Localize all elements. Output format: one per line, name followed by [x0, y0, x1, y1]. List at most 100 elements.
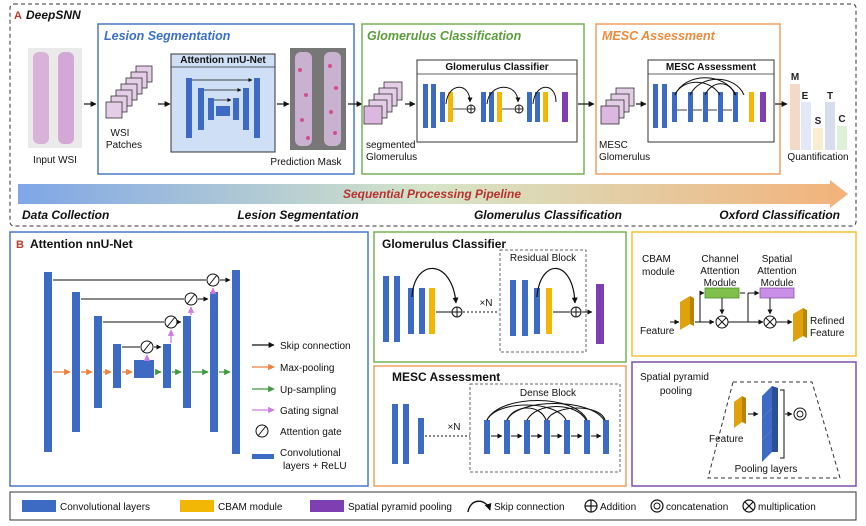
- quantification-label: Quantification: [787, 152, 848, 163]
- quant-letter-s: S: [815, 116, 822, 127]
- channel-attention-label-3: Module: [704, 278, 737, 289]
- legend-attention-gate-label: Attention gate: [280, 427, 342, 438]
- stage-lesion-segmentation: Lesion Segmentation: [237, 208, 358, 222]
- stage-glomerulus-classification: Glomerulus Classification: [474, 208, 622, 222]
- input-wsi-label: Input WSI: [33, 155, 77, 166]
- spatial-attention-module: [759, 287, 795, 299]
- quant-letter-t: T: [827, 91, 833, 102]
- mesc-label-1: MESC: [599, 140, 628, 151]
- spp-concat-icon: [793, 407, 807, 421]
- residual-block-label: Residual Block: [510, 253, 577, 264]
- dense-repeat-label: ×N: [447, 422, 460, 433]
- cbam-diagram: [670, 287, 807, 342]
- legend-conv-layers-swatch: [22, 500, 56, 512]
- quantification-bars: [790, 84, 847, 150]
- lesion-segmentation-title: Lesion Segmentation: [104, 29, 231, 43]
- mesc-dense-diagram: [392, 399, 609, 464]
- quant-letter-e: E: [802, 91, 809, 102]
- stage-oxford-classification: Oxford Classification: [719, 208, 840, 222]
- dense-block-label: Dense Block: [520, 388, 577, 399]
- cbam-panel: [631, 231, 857, 357]
- spatial-attention-label-3: Module: [761, 278, 794, 289]
- channel-attention-module: [704, 287, 740, 299]
- legend-multiplication-icon: [742, 499, 756, 513]
- segmented-label-2: Glomerulus: [366, 152, 417, 163]
- segmented-glomerulus-stack: [363, 81, 403, 125]
- glomerulus-classifier-diagram: [383, 267, 604, 344]
- legend-conv-swatch: [252, 454, 274, 459]
- legend-maxpool-label: Max-pooling: [280, 363, 334, 374]
- quant-letter-m: M: [791, 72, 799, 83]
- bottom-legend-conv-label: Convolutional layers: [60, 502, 150, 513]
- glomerulus-classification-box: [361, 23, 585, 175]
- glomerulus-classifier-panel: [373, 231, 627, 363]
- bottom-legend-add-label: Addition: [600, 502, 636, 513]
- bottom-legend-concat-label: concatenation: [666, 502, 728, 513]
- legend-conv-label-1: Convolutional: [280, 448, 341, 459]
- wsi-patches-label-1: WSI: [111, 128, 130, 139]
- mesc-assessment-title: MESC Assessment: [602, 29, 716, 43]
- mesc-assessment-panel: [373, 365, 627, 487]
- stage-data-collection: Data Collection: [22, 208, 109, 222]
- spp-title-1: Spatial pyramid: [640, 372, 709, 383]
- glomerulus-classifier-title: Glomerulus Classifier: [382, 237, 506, 251]
- mini-unet: [186, 78, 260, 138]
- legend-addition-icon: [584, 499, 598, 513]
- spp-diagram: [734, 386, 807, 462]
- mesc-assessment-mini-title: MESC Assessment: [666, 62, 757, 73]
- legend-spp-swatch: [310, 500, 344, 512]
- spp-pooling-layers-label: Pooling layers: [735, 464, 798, 475]
- panel-b-frame: [9, 231, 369, 487]
- bottom-legend-frame: [9, 491, 857, 521]
- panel-b-title: Attention nnU-Net: [30, 237, 133, 251]
- wsi-patches-stack: [105, 65, 153, 119]
- prediction-mask-image: [290, 48, 346, 150]
- attention-unet-diagram: [44, 270, 240, 454]
- legend-cbam-swatch: [180, 500, 214, 512]
- panel-a-title: DeepSNN: [26, 8, 81, 22]
- mesc-assessment-box: [595, 23, 781, 175]
- spatial-attention-label-1: Spatial: [762, 254, 793, 265]
- input-wsi-image: [28, 48, 82, 148]
- glomerulus-classification-title: Glomerulus Classification: [367, 29, 522, 43]
- residual-block-frame: [499, 249, 587, 353]
- legend-gating-label: Gating signal: [280, 406, 338, 417]
- bottom-legend-spp-label: Spatial pyramid pooling: [348, 502, 452, 513]
- panel-b-legend: [252, 342, 275, 459]
- legend-conv-label-2: layers + ReLU: [283, 461, 347, 472]
- pipeline-arrow: [18, 180, 848, 208]
- mini-densenet: [653, 77, 766, 128]
- mesc-panel-title: MESC Assessment: [392, 370, 500, 384]
- mini-resnet: [423, 84, 568, 128]
- cbam-refined-label-1: Refined: [810, 316, 844, 327]
- legend-upsample-label: Up-sampling: [280, 385, 336, 396]
- cbam-refined-label-2: Feature: [810, 328, 845, 339]
- panel-a-letter: A: [14, 10, 22, 22]
- lesion-segmentation-box: [97, 23, 355, 175]
- wsi-patches-label-2: Patches: [106, 140, 142, 151]
- attention-nnunet-mini-title: Attention nnU-Net: [180, 55, 266, 66]
- residual-repeat-label: ×N: [479, 298, 492, 309]
- panel-b-letter: B: [16, 239, 24, 251]
- pipeline-label: Sequential Processing Pipeline: [343, 187, 521, 201]
- bottom-legend-mult-label: multiplication: [758, 502, 816, 513]
- bottom-legend-skip-label: Skip connection: [494, 502, 565, 513]
- spp-trapezoid: [707, 381, 841, 479]
- mesc-glomerulus-stack: [600, 87, 635, 125]
- channel-attention-label-1: Channel: [701, 254, 738, 265]
- cbam-feature-in-label: Feature: [640, 326, 675, 337]
- glomerulus-classifier-mini-title: Glomerulus Classifier: [445, 62, 548, 73]
- glomerulus-classifier-mini-box: [416, 59, 578, 143]
- cbam-title-1: CBAM: [642, 254, 671, 265]
- dense-block-frame: [469, 383, 621, 473]
- spp-panel: [631, 361, 857, 487]
- mesc-assessment-mini-box: [647, 59, 775, 143]
- legend-concatenation-icon: [650, 499, 664, 513]
- bottom-legend-cbam-label: CBAM module: [218, 502, 283, 513]
- spp-title-2: pooling: [660, 386, 692, 397]
- cbam-title-2: module: [642, 267, 675, 278]
- spatial-attention-label-2: Attention: [757, 266, 796, 277]
- spp-feature-label: Feature: [709, 434, 744, 445]
- legend-skip-label: Skip connection: [280, 341, 351, 352]
